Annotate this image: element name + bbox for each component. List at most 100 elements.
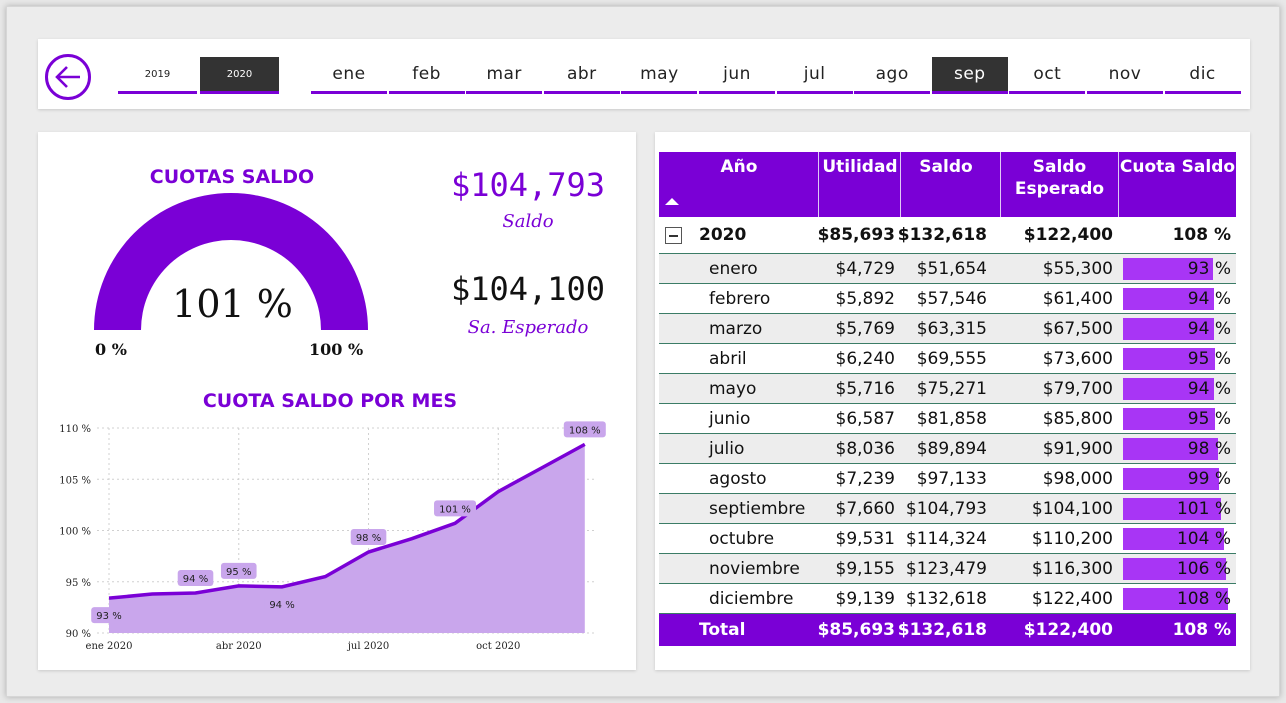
table-row-year: 2020 $85,693 $132,618 $122,400 108 % [659,217,1236,254]
row-saldo: $75,271 [916,378,987,399]
row-esperado: $85,800 [1042,408,1113,429]
row-saldo: $57,546 [916,288,987,309]
row-utilidad: $6,587 [835,408,895,429]
year-slicer-2019[interactable]: 2019 [118,57,197,94]
year-slicer-2020[interactable]: 2020 [200,57,279,94]
row-utilidad: $4,729 [835,258,895,279]
row-utilidad: $7,660 [835,498,895,519]
month-slicer-mar[interactable]: mar [466,57,543,94]
month-slicer-ene[interactable]: ene [311,57,387,94]
month-name: diciembre [709,588,794,609]
row-utilidad: $6,240 [835,348,895,369]
header-saldo-esperado-line2: Esperado [1014,179,1105,199]
table-row: febrero $5,892 $57,546 $61,400 94 % [659,284,1236,314]
gauge-value: 101 % [172,282,293,326]
data-label: 94 % [183,574,208,585]
row-cuota: 108 % [1176,588,1231,609]
y-tick-label: 110 % [59,424,91,435]
table-row: mayo $5,716 $75,271 $79,700 94 % [659,374,1236,404]
gauge-max-label: 100 % [309,340,364,359]
total-label: Total [699,620,746,640]
x-tick-label: abr 2020 [216,641,262,652]
year-esperado: $122,400 [1023,225,1113,245]
month-name: enero [709,258,758,279]
row-esperado: $73,600 [1042,348,1113,369]
y-tick-label: 90 % [66,629,91,640]
row-esperado: $122,400 [1031,588,1113,609]
month-name: junio [709,408,751,429]
table-row: enero $4,729 $51,654 $55,300 93 % [659,254,1236,284]
row-cuota: 101 % [1176,498,1231,519]
x-tick-label: jul 2020 [347,641,389,652]
month-slicer-dic[interactable]: dic [1164,57,1241,94]
table-header: Año Utilidad Saldo Saldo Esperado Cuota … [659,152,1236,217]
table-row: abril $6,240 $69,555 $73,600 95 % [659,344,1236,374]
header-anio[interactable]: Año [720,157,758,177]
row-utilidad: $5,769 [835,318,895,339]
month-name: agosto [709,468,767,489]
row-cuota: 99 % [1187,468,1231,489]
row-saldo: $81,858 [916,408,987,429]
row-cuota: 94 % [1187,378,1231,399]
header-saldo-esperado[interactable]: Saldo Esperado [1001,156,1118,200]
data-label-bg [563,421,606,438]
table-row: noviembre $9,155 $123,479 $116,300 106 % [659,554,1236,584]
cuota-data-bar [1123,438,1219,460]
y-tick-label: 105 % [59,475,91,486]
header-utilidad[interactable]: Utilidad [822,157,898,177]
year-cuota: 108 % [1172,225,1231,245]
month-slicer-jul[interactable]: jul [776,57,853,94]
header-saldo-esperado-line1: Saldo [1032,157,1087,177]
table-row: marzo $5,769 $63,315 $67,500 94 % [659,314,1236,344]
data-label: 95 % [226,567,251,578]
table-total-row: Total $85,693 $132,618 $122,400 108 % [659,614,1236,646]
row-esperado: $110,200 [1031,528,1113,549]
month-slicer-feb[interactable]: feb [388,57,465,94]
month-slicer-ago[interactable]: ago [854,57,931,94]
month-slicer-may[interactable]: may [621,57,698,94]
saldo-kpi-value: $104,793 [450,166,606,204]
collapse-icon[interactable] [665,227,682,244]
cuota-data-bar [1123,468,1220,490]
row-cuota: 98 % [1187,438,1231,459]
sort-ascending-icon[interactable] [665,198,679,205]
gauge-arc [94,193,368,330]
year-utilidad: $85,693 [817,225,895,245]
table-row: diciembre $9,139 $132,618 $122,400 108 % [659,584,1236,614]
data-label: 93 % [96,611,121,622]
data-label: 94 % [269,600,294,611]
row-cuota: 95 % [1187,348,1231,369]
total-utilidad: $85,693 [817,620,895,640]
month-name: octubre [709,528,775,549]
month-slicer-oct[interactable]: oct [1009,57,1086,94]
row-saldo: $89,894 [916,438,987,459]
month-slicer-sep[interactable]: sep [931,57,1008,94]
row-utilidad: $9,139 [835,588,895,609]
data-label-bg [350,529,387,546]
month-slicer-nov[interactable]: nov [1087,57,1163,94]
data-label: 108 % [569,425,601,436]
row-esperado: $98,000 [1042,468,1113,489]
gauge-chart [94,193,368,330]
year-saldo: $132,618 [897,225,987,245]
row-utilidad: $5,716 [835,378,895,399]
area-fill [109,444,585,633]
back-button[interactable] [45,54,91,100]
data-label-bg [434,500,477,517]
esperado-kpi-value: $104,100 [450,270,606,308]
header-cuota-saldo[interactable]: Cuota Saldo [1119,157,1236,177]
x-tick-label: ene 2020 [86,641,133,652]
month-name: noviembre [709,558,800,579]
month-slicer-jun[interactable]: jun [699,57,775,94]
row-saldo: $123,479 [905,558,987,579]
data-label: 98 % [356,533,381,544]
y-tick-label: 95 % [66,578,91,589]
cuota-data-bar [1123,378,1215,400]
month-name: septiembre [709,498,806,519]
row-saldo: $114,324 [905,528,987,549]
header-saldo[interactable]: Saldo [919,157,973,177]
saldo-kpi-label: Saldo [502,211,554,232]
month-slicer-abr[interactable]: abr [543,57,620,94]
cuota-data-bar [1123,348,1216,370]
month-name: febrero [709,288,771,309]
